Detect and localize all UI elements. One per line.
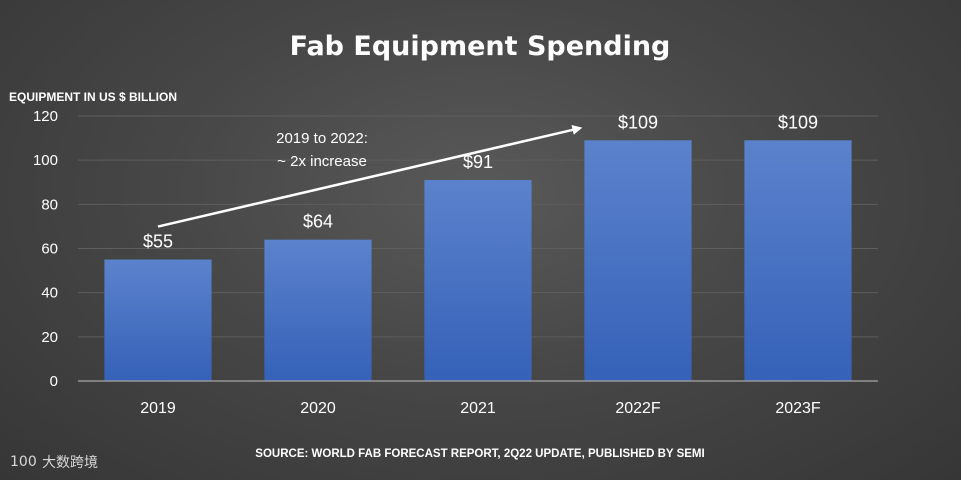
data-labels: $55 $64 $91 $109 $109 [143, 112, 818, 251]
watermark: 100 大数跨境 [10, 454, 98, 471]
bar-2022f [584, 140, 692, 381]
x-tick-label: 2022F [615, 400, 661, 417]
annotation-line-1: 2019 to 2022: [276, 130, 368, 147]
x-tick-label: 2020 [300, 400, 336, 417]
data-label: $64 [303, 212, 333, 232]
y-axis-label: EQUIPMENT IN US $ BILLION [9, 90, 177, 104]
bar-2021 [424, 180, 532, 381]
y-tick-label: 120 [33, 108, 58, 125]
x-tick-label: 2019 [140, 400, 176, 417]
y-axis-ticks: 0 20 40 60 80 100 120 [33, 108, 58, 390]
y-tick-label: 100 [33, 152, 58, 169]
trend-arrow [157, 125, 583, 228]
x-axis-ticks: 2019 2020 2021 2022F 2023F [140, 400, 821, 417]
watermark-logo-icon: 100 [10, 454, 37, 470]
data-label: $109 [778, 112, 818, 132]
annotation-line-2: ~ 2x increase [277, 153, 367, 170]
bar-2020 [264, 239, 372, 381]
bar-2023f [744, 140, 852, 381]
y-tick-label: 0 [50, 373, 58, 390]
x-tick-label: 2021 [460, 400, 496, 417]
y-tick-label: 40 [41, 285, 58, 302]
chart-title: Fab Equipment Spending [290, 31, 671, 62]
bars [104, 140, 852, 381]
y-tick-label: 20 [41, 329, 58, 346]
x-tick-label: 2023F [775, 400, 821, 417]
watermark-text: 大数跨境 [42, 455, 98, 471]
y-tick-label: 60 [41, 241, 58, 258]
bar-2019 [104, 259, 212, 381]
data-label: $109 [618, 112, 658, 132]
data-label: $55 [143, 232, 173, 252]
data-label: $91 [463, 152, 493, 172]
watermark-logo-text: 100 [10, 454, 37, 470]
y-tick-label: 80 [41, 196, 58, 213]
source-note: SOURCE: WORLD FAB FORECAST REPORT, 2Q22 … [255, 448, 704, 460]
